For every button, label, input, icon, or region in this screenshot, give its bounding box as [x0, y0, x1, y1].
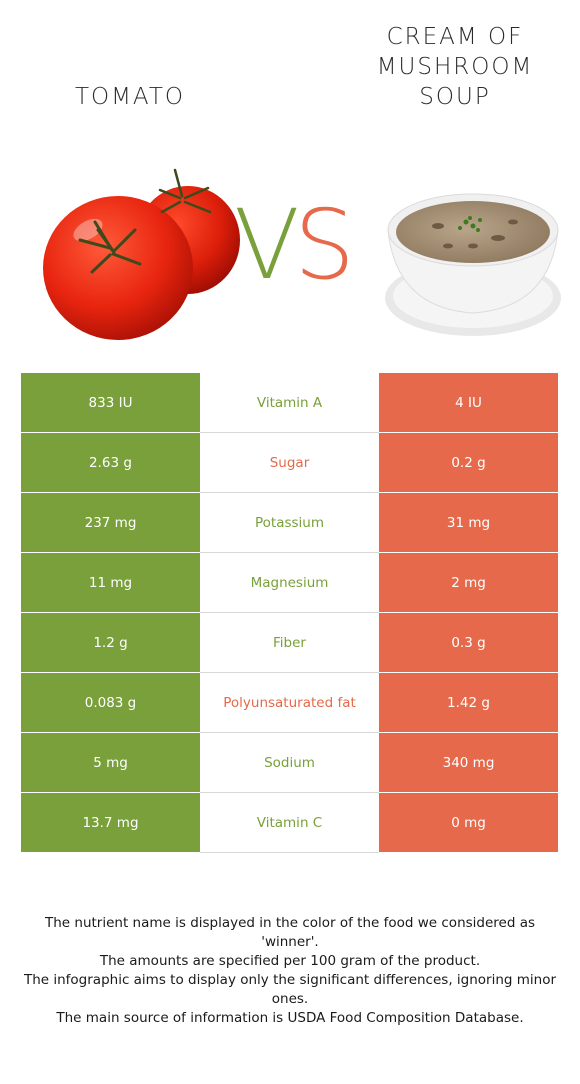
left-food-value: 833 IU — [21, 373, 200, 433]
nutrient-name: Vitamin A — [200, 373, 379, 433]
left-food-value: 13.7 mg — [21, 793, 200, 853]
right-food-name-line-1: CREAM OF — [386, 24, 524, 50]
right-food-value: 31 mg — [379, 493, 558, 553]
left-food-value: 2.63 g — [21, 433, 200, 493]
right-food-name-line-3: SOUP — [419, 84, 491, 110]
right-food-title: CREAM OF MUSHROOM SOUP — [340, 22, 570, 112]
footnote-line-4: The main source of information is USDA F… — [56, 1010, 524, 1026]
tomato-icon — [43, 168, 240, 340]
nutrient-name: Polyunsaturated fat — [200, 673, 379, 733]
right-food-value: 1.42 g — [379, 673, 558, 733]
nutrient-name: Fiber — [200, 613, 379, 673]
table-row: 0.083 g Polyunsaturated fat 1.42 g — [21, 673, 558, 733]
nutrient-name: Vitamin C — [200, 793, 379, 853]
right-food-value: 0.2 g — [379, 433, 558, 493]
nutrient-name: Magnesium — [200, 553, 379, 613]
left-food-value: 1.2 g — [21, 613, 200, 673]
table-row: 11 mg Magnesium 2 mg — [21, 553, 558, 613]
left-food-value: 5 mg — [21, 733, 200, 793]
table-row: 1.2 g Fiber 0.3 g — [21, 613, 558, 673]
right-food-value: 0.3 g — [379, 613, 558, 673]
right-food-value: 2 mg — [379, 553, 558, 613]
left-food-name: TOMATO — [74, 84, 186, 110]
left-food-value: 11 mg — [21, 553, 200, 613]
footnote: The nutrient name is displayed in the co… — [18, 914, 562, 1028]
right-food-name-line-2: MUSHROOM — [376, 54, 534, 80]
nutrient-name: Sugar — [200, 433, 379, 493]
nutrient-name: Sodium — [200, 733, 379, 793]
right-food-value: 340 mg — [379, 733, 558, 793]
left-food-title: TOMATO — [20, 82, 240, 112]
footnote-line-2: The amounts are specified per 100 gram o… — [99, 953, 481, 969]
vs-badge: V S — [234, 192, 355, 292]
vs-s: S — [294, 192, 355, 292]
right-food-value: 0 mg — [379, 793, 558, 853]
footnote-line-3: The infographic aims to display only the… — [23, 972, 557, 1007]
table-row: 5 mg Sodium 340 mg — [21, 733, 558, 793]
right-food-value: 4 IU — [379, 373, 558, 433]
nutrient-name: Potassium — [200, 493, 379, 553]
table-row: 237 mg Potassium 31 mg — [21, 493, 558, 553]
left-food-value: 0.083 g — [21, 673, 200, 733]
footnote-line-1: The nutrient name is displayed in the co… — [44, 915, 536, 950]
soup-bowl-icon — [385, 193, 561, 336]
table-row: 2.63 g Sugar 0.2 g — [21, 433, 558, 493]
left-food-value: 237 mg — [21, 493, 200, 553]
vs-v: V — [234, 192, 300, 292]
